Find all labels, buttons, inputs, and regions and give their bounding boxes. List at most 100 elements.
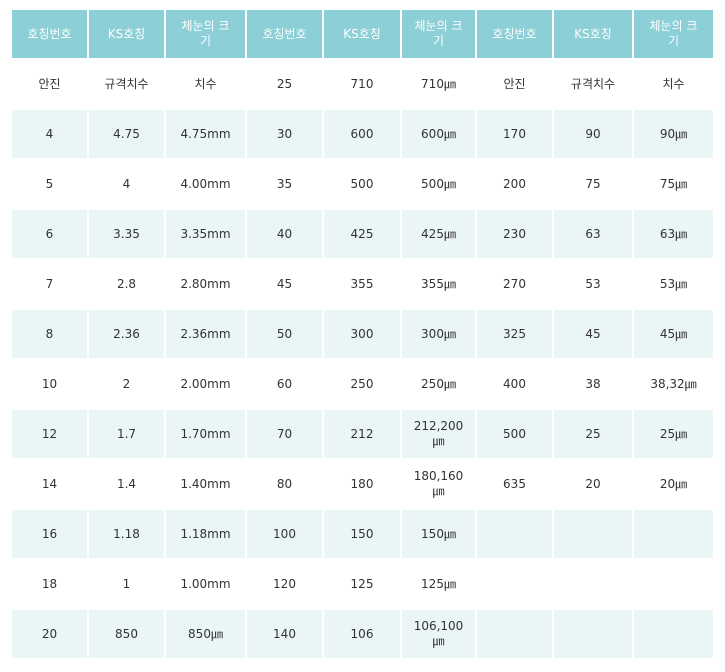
table-cell: 20: [554, 460, 632, 510]
cell-text: 6: [45, 226, 54, 241]
cell-text: 180,160㎛: [413, 469, 464, 498]
table-body: 안진 규격치수 치수 25 710 710㎛ 안진 규격치수 치수 4 4.75 4.75mm 30 60…: [12, 60, 713, 660]
table-cell: 63: [554, 210, 632, 260]
table-cell: 2.36mm: [166, 310, 245, 360]
table-cell: 400: [477, 360, 552, 410]
table-row: 6 3.35 3.35mm 40 425 425㎛ 230 63 63㎛: [12, 210, 713, 260]
header-nominal-number: 호칭번호: [12, 10, 87, 60]
cell-text: 75: [585, 176, 601, 191]
table-cell: 710: [324, 60, 400, 110]
cell-text: 35: [276, 176, 293, 191]
table-cell: 230: [477, 210, 552, 260]
table-cell: 425: [324, 210, 400, 260]
cell-text: 90㎛: [659, 126, 688, 141]
cell-text: 850㎛: [188, 626, 223, 641]
table-cell: 150㎛: [402, 510, 475, 560]
table-cell: 212: [324, 410, 400, 460]
cell-text: 3.35: [113, 226, 140, 241]
table-cell: 45㎛: [634, 310, 713, 360]
header-ks-designation: KS호칭: [324, 10, 400, 60]
table-cell: 18: [12, 560, 87, 610]
cell-text: 50: [276, 326, 293, 341]
sieve-size-table-container: 호칭번호 KS호칭 체눈의 크기 호칭번호 KS호칭 체눈의 크기 호칭번호 K…: [10, 10, 715, 660]
table-cell: 250㎛: [402, 360, 475, 410]
cell-text: 425㎛: [421, 226, 456, 241]
table-cell: 4: [89, 160, 164, 210]
table-cell: 20㎛: [634, 460, 713, 510]
cell-text: 16: [41, 526, 58, 541]
table-row: 12 1.7 1.70mm 70 212 212,200㎛ 500 25 25㎛: [12, 410, 713, 460]
table-cell: 60: [247, 360, 322, 410]
cell-text: 180: [350, 476, 374, 491]
cell-text: 45: [276, 276, 293, 291]
table-cell: 300: [324, 310, 400, 360]
cell-text: 106,100㎛: [413, 619, 464, 648]
table-cell: 20: [12, 610, 87, 660]
table-cell: 75㎛: [634, 160, 713, 210]
cell-text: 치수: [662, 76, 685, 91]
table-cell: 180: [324, 460, 400, 510]
cell-text: 3.35mm: [180, 226, 231, 241]
table-cell: 1.00mm: [166, 560, 245, 610]
cell-text: 38: [585, 376, 601, 391]
table-cell: 140: [247, 610, 322, 660]
cell-text: 30: [276, 126, 293, 141]
table-cell: 25: [554, 410, 632, 460]
cell-text: 212,200㎛: [413, 419, 464, 448]
cell-text: 250: [350, 376, 374, 391]
table-cell: [634, 510, 713, 560]
table-cell: 14: [12, 460, 87, 510]
table-cell: 120: [247, 560, 322, 610]
cell-text: 400: [503, 376, 526, 391]
table-cell: 4.00mm: [166, 160, 245, 210]
table-row: 5 4 4.00mm 35 500 500㎛ 200 75 75㎛: [12, 160, 713, 210]
table-cell: [477, 560, 552, 610]
table-cell: 170: [477, 110, 552, 160]
cell-text: 710: [350, 76, 374, 91]
cell-text: 2.8: [116, 276, 137, 291]
cell-text: 150㎛: [421, 526, 456, 541]
table-cell: 75: [554, 160, 632, 210]
table-row: 16 1.18 1.18mm 100 150 150㎛: [12, 510, 713, 560]
table-cell: 1: [89, 560, 164, 610]
cell-text: 규격치수: [570, 76, 616, 91]
cell-text: 120: [273, 576, 296, 591]
table-cell: 6: [12, 210, 87, 260]
table-cell: 200: [477, 160, 552, 210]
table-row: 4 4.75 4.75mm 30 600 600㎛ 170 90 90㎛: [12, 110, 713, 160]
table-cell: 500㎛: [402, 160, 475, 210]
cell-text: 4.75: [113, 126, 140, 141]
table-cell: 12: [12, 410, 87, 460]
cell-text: 8: [45, 326, 54, 341]
table-cell: [554, 560, 632, 610]
cell-text: 75㎛: [659, 176, 688, 191]
cell-text: 53㎛: [659, 276, 688, 291]
table-cell: 355: [324, 260, 400, 310]
cell-text: 100: [273, 526, 296, 541]
cell-text: 40: [276, 226, 293, 241]
cell-text: 250㎛: [421, 376, 456, 391]
table-cell: 300㎛: [402, 310, 475, 360]
table-cell: 16: [12, 510, 87, 560]
table-cell: 106: [324, 610, 400, 660]
cell-text: 규격치수: [104, 76, 149, 91]
cell-text: 53: [585, 276, 601, 291]
table-cell: 4.75mm: [166, 110, 245, 160]
cell-text: 200: [503, 176, 526, 191]
table-cell: 90: [554, 110, 632, 160]
table-row: 14 1.4 1.40mm 80 180 180,160㎛ 635 20 20㎛: [12, 460, 713, 510]
cell-text: 70: [276, 426, 293, 441]
cell-text: 635: [503, 476, 526, 491]
cell-text: 325: [503, 326, 526, 341]
table-cell: 355㎛: [402, 260, 475, 310]
cell-text: 4: [122, 176, 131, 191]
cell-text: 38,32㎛: [650, 376, 697, 391]
table-cell: 150: [324, 510, 400, 560]
table-cell: 5: [12, 160, 87, 210]
table-cell: 850: [89, 610, 164, 660]
table-row: 안진 규격치수 치수 25 710 710㎛ 안진 규격치수 치수: [12, 60, 713, 110]
cell-text: 80: [276, 476, 293, 491]
cell-text: 125㎛: [421, 576, 456, 591]
table-cell: 1.7: [89, 410, 164, 460]
cell-text: 18: [41, 576, 58, 591]
